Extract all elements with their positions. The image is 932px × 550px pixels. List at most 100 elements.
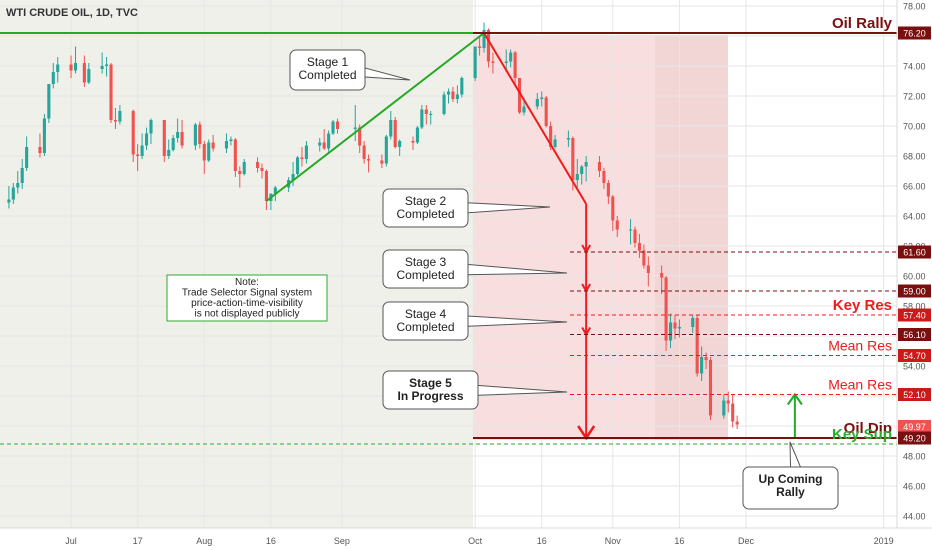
candle-body xyxy=(353,127,357,129)
candle-body xyxy=(664,277,668,341)
candle-body xyxy=(136,154,140,156)
price-tag xyxy=(898,419,931,433)
candle-body xyxy=(460,78,464,95)
candle-body xyxy=(193,124,197,146)
candle-body xyxy=(291,174,295,180)
candle-body xyxy=(704,357,708,360)
y-tick-label: 78.00 xyxy=(903,2,926,12)
candle-body xyxy=(513,52,517,78)
price-tag xyxy=(898,349,931,362)
candle-body xyxy=(260,168,264,171)
candle-body xyxy=(575,174,579,180)
note-box: Note:Trade Selector Signal systemprice-a… xyxy=(166,274,328,322)
level-label: Oil Dip xyxy=(844,420,892,437)
candle-body xyxy=(597,162,602,171)
callout-stage5: Stage 5In Progress xyxy=(382,370,568,410)
callout-box xyxy=(289,49,366,91)
note-line: price-action-time-visibility xyxy=(191,298,303,309)
candle-body xyxy=(118,111,122,122)
price-tag-label: 49.20 xyxy=(903,434,926,444)
candle-body xyxy=(229,139,233,141)
candle-body xyxy=(42,118,46,153)
note-line: Trade Selector Signal system xyxy=(182,288,312,299)
candle-body xyxy=(82,63,86,83)
candle-body xyxy=(606,183,610,197)
candle-body xyxy=(633,229,637,243)
candle-body xyxy=(584,162,588,167)
candle-body xyxy=(695,318,699,374)
candle-body xyxy=(131,111,135,155)
candle-body xyxy=(660,273,664,278)
x-tick-label: Nov xyxy=(605,536,622,546)
candle-body xyxy=(580,166,584,174)
candle-body xyxy=(224,141,229,149)
callout-text: Completed xyxy=(396,268,454,282)
callout-text: Stage 4 xyxy=(405,307,447,321)
callout-text: Stage 3 xyxy=(405,255,447,269)
candle-body xyxy=(7,199,11,203)
candle-body xyxy=(264,171,268,201)
y-tick-label: 64.00 xyxy=(903,212,926,222)
price-tag-label: 52.10 xyxy=(903,390,926,400)
candle-body xyxy=(300,157,304,159)
candle-body xyxy=(20,168,24,183)
candle-body xyxy=(233,139,237,171)
candle-body xyxy=(331,121,335,134)
price-tag-label: 54.70 xyxy=(903,351,926,361)
price-tag xyxy=(898,308,931,322)
candle-body xyxy=(176,132,180,138)
x-tick-label: 17 xyxy=(133,536,143,546)
candle-body xyxy=(273,187,277,194)
candle-body xyxy=(602,171,606,183)
level-label: Mean Res xyxy=(828,338,892,354)
callout-text: Stage 5 xyxy=(409,376,452,390)
note-frame xyxy=(166,274,328,322)
candle-body xyxy=(615,220,619,230)
candle-body xyxy=(389,120,393,137)
level-label: Key Sup xyxy=(832,426,892,443)
candle-body xyxy=(411,141,415,143)
candle-body xyxy=(420,109,424,128)
candle-body xyxy=(242,162,246,174)
candle-body xyxy=(144,133,149,146)
candle-body xyxy=(256,162,260,168)
candle-body xyxy=(642,250,646,266)
candle-body xyxy=(731,403,735,422)
callout-box xyxy=(382,301,469,341)
y-tick-label: 46.00 xyxy=(903,482,926,492)
candle-body xyxy=(211,142,215,149)
candle-body xyxy=(549,126,553,147)
candle-body xyxy=(486,30,491,62)
candle-body xyxy=(295,157,300,174)
price-tag xyxy=(898,26,931,40)
bear-zone-dark xyxy=(655,35,728,440)
price-tag-label: 56.10 xyxy=(903,330,926,340)
candle-body xyxy=(415,127,419,143)
y-tick-label: 68.00 xyxy=(903,152,926,162)
candle-body xyxy=(478,46,482,48)
y-tick-label: 54.00 xyxy=(903,362,926,372)
y-tick-label: 60.00 xyxy=(903,272,926,282)
price-tag xyxy=(898,328,931,341)
time-axis: Jul 17 Aug 16 Sep Oct 16 Nov 16 Dec 2019 xyxy=(65,536,893,546)
price-tag-label: 76.20 xyxy=(903,29,926,39)
x-tick-label: Oct xyxy=(468,536,483,546)
candle-body xyxy=(207,142,211,161)
candle-body xyxy=(304,145,308,159)
y-tick-label: 74.00 xyxy=(903,62,926,72)
candle-body xyxy=(393,120,397,147)
note-line: Note: xyxy=(235,277,259,288)
candle-body xyxy=(571,138,575,180)
candle-body xyxy=(517,78,522,113)
candle-body xyxy=(100,66,104,69)
price-axis-panel xyxy=(897,0,932,528)
candle-body xyxy=(73,63,78,71)
candle-body xyxy=(673,322,677,329)
y-tick-label: 48.00 xyxy=(903,452,926,462)
callout-text: In Progress xyxy=(397,389,463,403)
candle-body xyxy=(38,147,42,153)
